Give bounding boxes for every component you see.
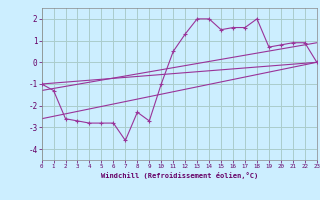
X-axis label: Windchill (Refroidissement éolien,°C): Windchill (Refroidissement éolien,°C) <box>100 172 258 179</box>
